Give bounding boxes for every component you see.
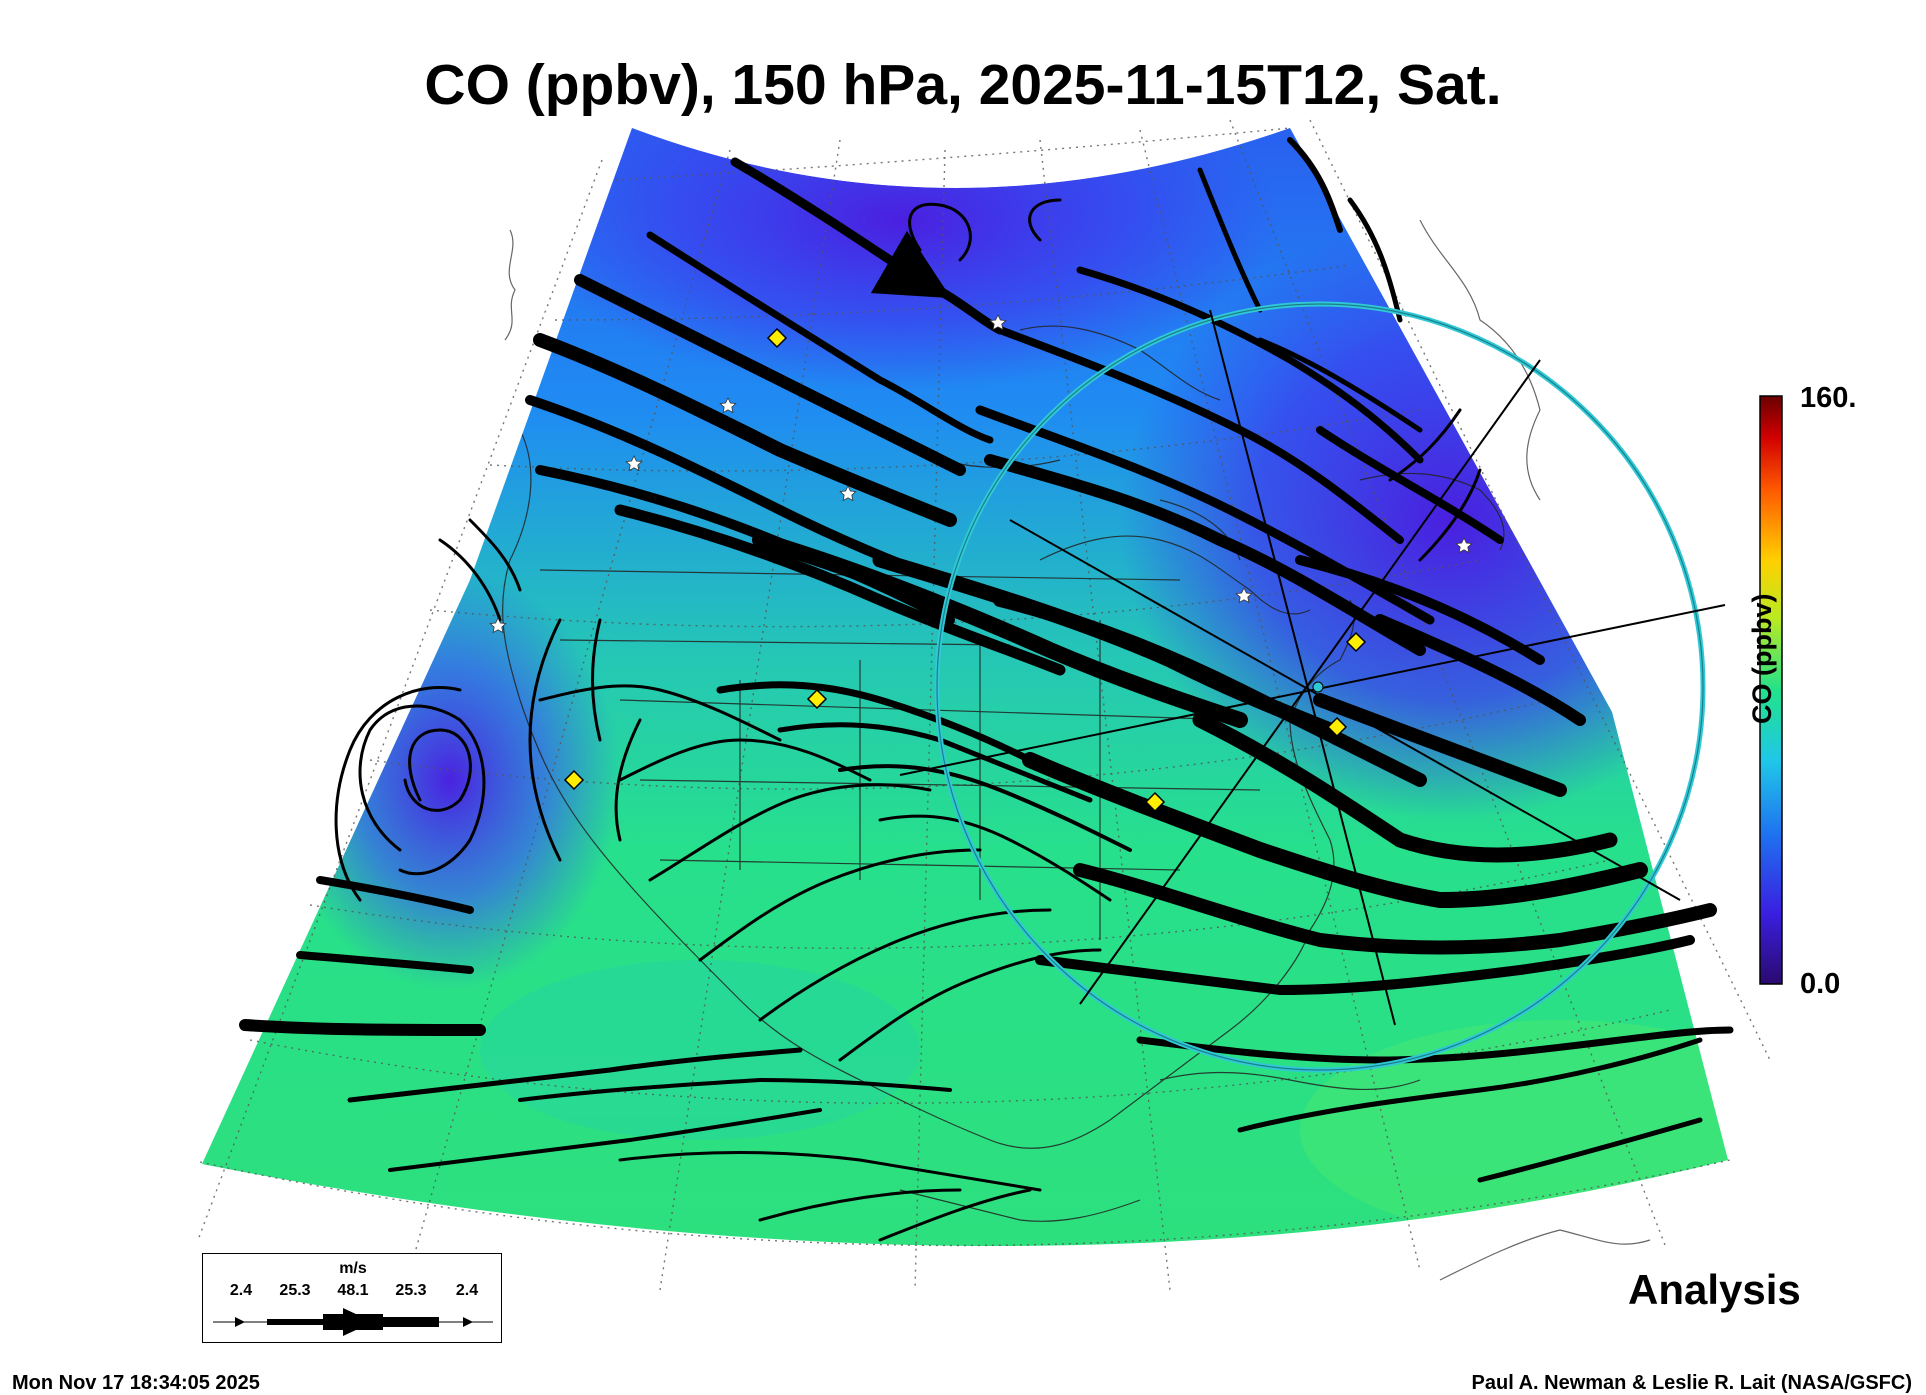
- flight-markers: [563, 327, 1367, 813]
- station-markers: [489, 314, 1473, 634]
- flight-overlay: [899, 301, 1726, 1073]
- track-line-3: [899, 604, 1726, 776]
- wind-legend-unit: m/s: [339, 1260, 367, 1277]
- footer-credit: Paul A. Newman & Leslie R. Lait (NASA/GS…: [1471, 1372, 1912, 1394]
- range-ring-inner: [936, 303, 1704, 1071]
- colorbar: [1759, 395, 1783, 985]
- wind-legend-tick: 25.3: [279, 1282, 311, 1299]
- marker-diamond: [1345, 631, 1367, 653]
- colorbar-min-label: 0.0: [1800, 968, 1841, 1000]
- track-line-1: [1209, 309, 1396, 1026]
- marker-diamond: [766, 327, 788, 349]
- wind-legend: m/s 2.4 25.3 48.1 25.3 2.4: [202, 1253, 502, 1343]
- marker-diamond: [1144, 791, 1166, 813]
- map-title: CO (ppbv), 150 hPa, 2025-11-15T12, Sat.: [424, 53, 1502, 117]
- station-star-icon: [989, 314, 1007, 331]
- wind-legend-arrow: [213, 1308, 493, 1336]
- station-star-icon: [839, 485, 857, 502]
- wind-legend-ticks: 2.4 25.3 48.1 25.3 2.4: [203, 1282, 503, 1302]
- colorbar-max-label: 160.: [1800, 382, 1857, 414]
- station-star-icon: [489, 617, 507, 634]
- station-star-icon: [625, 455, 643, 472]
- colorbar-title: CO (ppbv): [1747, 594, 1777, 724]
- center-point: [1312, 681, 1324, 693]
- graticule: [197, 119, 1771, 1291]
- station-star-icon: [719, 397, 737, 414]
- marker-diamond: [563, 769, 585, 791]
- product-label: Analysis: [1628, 1266, 1801, 1313]
- wind-legend-tick: 2.4: [229, 1282, 253, 1299]
- track-line-4: [1009, 519, 1681, 901]
- wind-legend-tick: 25.3: [395, 1282, 427, 1299]
- wind-legend-tick: 2.4: [455, 1282, 479, 1299]
- wind-legend-tick: 48.1: [337, 1282, 369, 1299]
- track-line-2: [1079, 359, 1541, 1005]
- marker-diamond: [806, 688, 828, 710]
- station-star-icon: [1235, 587, 1253, 604]
- wind-streamlines: [239, 137, 1734, 1242]
- coastlines-outside: [504, 219, 1651, 1281]
- footer-timestamp: Mon Nov 17 18:34:05 2025: [12, 1372, 260, 1394]
- station-star-icon: [1455, 537, 1473, 554]
- marker-diamond: [1326, 716, 1348, 738]
